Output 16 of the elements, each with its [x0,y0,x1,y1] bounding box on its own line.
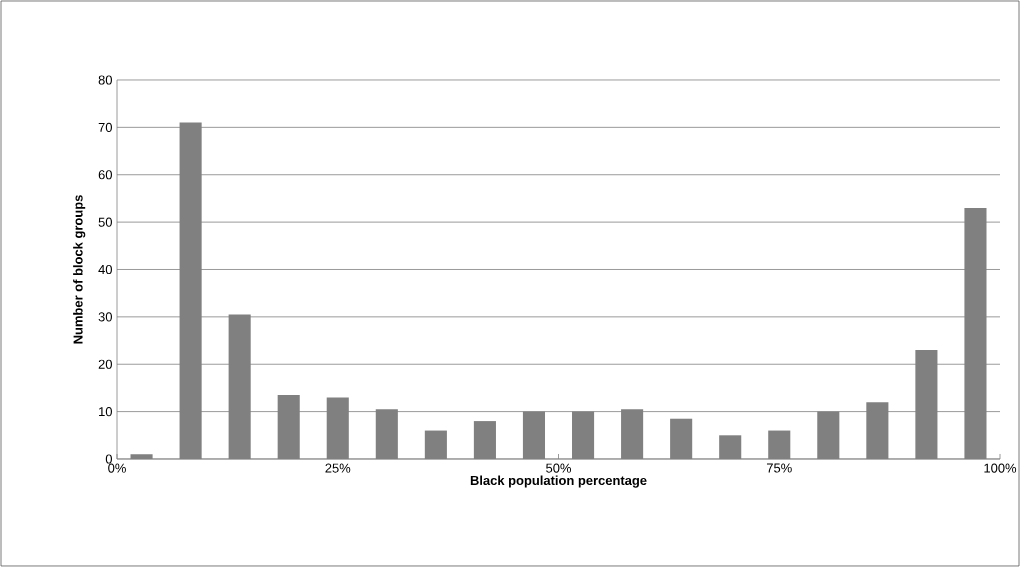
y-tick-label: 70 [98,122,112,132]
y-tick-label: 10 [99,407,112,417]
y-tick-label: 30 [98,312,112,322]
x-tick-label: 100% [984,463,1017,473]
x-tick-label: 50% [546,463,572,473]
y-tick-label: 40 [98,264,112,275]
y-axis-title: Number of block groups [73,195,86,344]
y-tick-label: 0 [105,454,112,464]
y-tick-label: 20 [98,359,112,369]
x-axis-title: Black population percentage [470,475,647,488]
y-tick-label: 60 [98,170,112,180]
y-tick-label: 50 [98,217,112,227]
x-tick-label: 25% [325,463,351,473]
y-tick-label: 80 [98,75,112,85]
x-tick-label: 75% [766,463,792,473]
x-tick-label: 0% [108,463,126,473]
